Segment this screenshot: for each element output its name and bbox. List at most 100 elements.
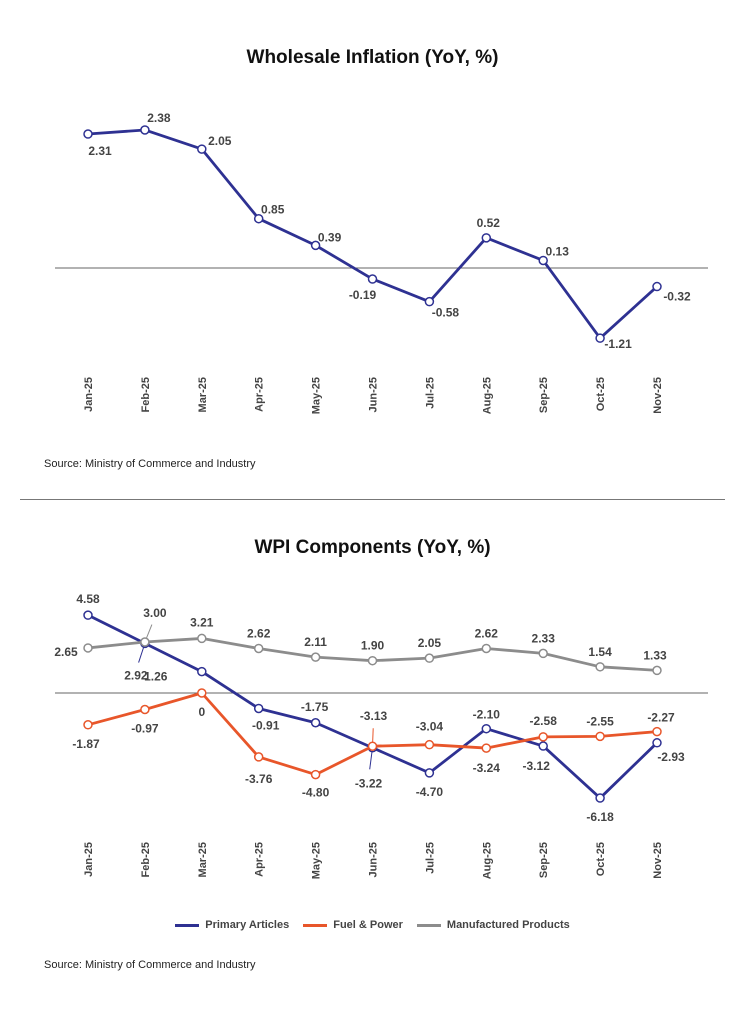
x-tick-label: Nov-25: [652, 842, 664, 879]
data-label: -3.04: [416, 720, 444, 734]
data-label: -0.97: [131, 721, 159, 735]
data-point: [197, 633, 207, 644]
series-line: [87, 128, 658, 340]
data-point: [367, 655, 378, 666]
data-label: -3.24: [473, 761, 501, 775]
data-label: 0.52: [477, 216, 501, 230]
data-point: [595, 662, 605, 672]
data-label: 2.62: [247, 626, 271, 640]
data-point: [83, 720, 93, 730]
data-label: -2.10: [473, 708, 501, 722]
data-label: 2.38: [147, 111, 171, 125]
data-label: -1.21: [604, 337, 632, 351]
data-label: -4.80: [302, 786, 330, 800]
data-point: [83, 610, 93, 620]
data-point: [652, 281, 662, 292]
data-point: [538, 741, 548, 751]
data-label: -0.32: [663, 290, 691, 304]
data-label: -3.13: [360, 709, 388, 723]
data-point: [595, 333, 605, 343]
legend-item-primary-articles: Primary Articles: [175, 919, 289, 931]
data-label: 0.39: [318, 230, 342, 244]
data-point: [140, 125, 150, 135]
data-point: [310, 240, 321, 251]
data-point: [424, 739, 435, 750]
data-label: 2.05: [208, 134, 232, 148]
x-tick-label: Mar-25: [197, 377, 209, 412]
data-point: [595, 793, 605, 803]
legend-swatch: [303, 923, 328, 927]
data-point: [424, 768, 435, 778]
x-tick-label: Apr-25: [254, 377, 266, 412]
data-point: [197, 666, 207, 677]
x-tick-label: Feb-25: [140, 377, 152, 412]
data-point: [538, 648, 548, 659]
data-label: -0.19: [349, 288, 377, 302]
data-label: 1.54: [588, 645, 612, 659]
data-point: [197, 688, 207, 698]
data-point: [367, 274, 378, 284]
x-tick-label: May-25: [311, 377, 323, 414]
data-label: -0.58: [432, 306, 460, 320]
data-point: [310, 652, 321, 662]
data-label: 1.90: [361, 639, 385, 653]
data-label: -3.22: [355, 777, 383, 791]
data-label: 2.33: [532, 631, 556, 645]
chart1-source: Source: Ministry of Commerce and Industr…: [44, 458, 256, 470]
data-point: [83, 643, 93, 653]
data-point: [538, 732, 548, 742]
data-label: -3.76: [245, 772, 273, 786]
x-tick-label: Jun-25: [368, 842, 380, 877]
data-point: [197, 144, 207, 154]
data-label: -2.93: [657, 750, 685, 764]
x-tick-label: Jun-25: [368, 377, 380, 412]
data-point: [253, 643, 264, 654]
data-point: [83, 129, 93, 139]
data-point: [481, 233, 492, 243]
data-point: [140, 637, 150, 647]
x-tick-label: Jul-25: [424, 377, 436, 409]
data-point: [424, 653, 435, 663]
data-point: [652, 738, 662, 748]
data-label: -2.27: [647, 711, 675, 725]
data-label: 3.00: [143, 606, 167, 620]
x-tick-label: Jul-25: [424, 842, 436, 874]
data-point: [481, 723, 492, 734]
x-tick-label: Sep-25: [538, 377, 550, 413]
data-point: [652, 665, 662, 676]
data-label: 0.13: [546, 244, 570, 258]
data-label: 3.21: [190, 615, 214, 629]
data-label: -1.75: [301, 700, 329, 714]
data-point: [424, 296, 435, 307]
data-point: [367, 741, 378, 751]
data-label: 0.85: [261, 203, 285, 217]
data-label: 2.92: [124, 668, 148, 682]
data-point: [481, 743, 492, 753]
data-label: -0.91: [252, 718, 280, 732]
data-label: -2.58: [530, 714, 558, 728]
data-label: -2.55: [586, 714, 614, 728]
data-point: [253, 213, 264, 224]
data-point: [310, 769, 321, 780]
legend-swatch: [175, 923, 200, 927]
data-label: 2.11: [304, 635, 327, 649]
legend-label: Manufactured Products: [446, 919, 570, 931]
x-tick-label: Oct-25: [595, 377, 607, 411]
legend-item-fuel-power: Fuel & Power: [303, 919, 403, 931]
x-tick-label: Jan-25: [83, 377, 95, 412]
data-point: [538, 255, 548, 266]
data-label: 1.26: [144, 670, 168, 684]
chart2-title: WPI Components (YoY, %): [254, 537, 491, 558]
x-tick-label: Mar-25: [197, 842, 209, 877]
data-label: -6.18: [586, 810, 614, 824]
section-divider: [20, 499, 725, 500]
data-label: 1.33: [643, 648, 667, 662]
x-tick-label: Aug-25: [481, 842, 493, 879]
x-tick-label: May-25: [311, 842, 323, 879]
legend-swatch: [416, 923, 441, 927]
data-point: [253, 752, 264, 762]
data-label: 4.58: [76, 592, 100, 606]
x-tick-label: Aug-25: [481, 377, 493, 414]
x-tick-label: Jan-25: [83, 842, 95, 877]
